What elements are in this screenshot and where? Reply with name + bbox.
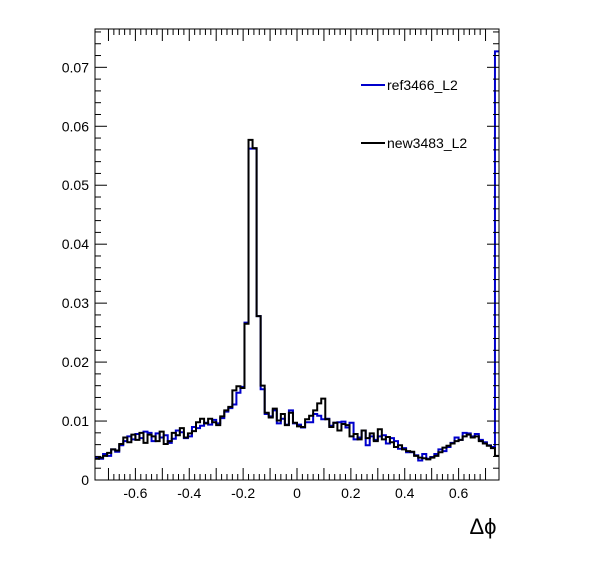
y-tick-label: 0.01	[62, 413, 89, 429]
x-tick-label: -0.2	[231, 485, 255, 501]
y-tick-label: 0.04	[62, 236, 89, 252]
x-tick-label: 0.4	[395, 485, 415, 501]
series-line-new	[95, 138, 499, 461]
y-tick-label: 0.02	[62, 354, 89, 370]
x-axis-label: Δϕ	[469, 514, 496, 539]
x-tick-label: 0	[293, 485, 301, 501]
x-tick-label: -0.6	[123, 485, 147, 501]
x-tick-label: 0.2	[341, 485, 361, 501]
x-tick-label: -0.4	[177, 485, 201, 501]
y-tick-label: 0.05	[62, 177, 89, 193]
y-tick-label: 0.06	[62, 118, 89, 134]
axes-layer: -0.6 -0.4 -0.2 0 0.2 0.4 0.6 0 0.01 0.02 0.03 0.04 0…	[62, 29, 499, 501]
y-tick-label: 0.03	[62, 295, 89, 311]
series-layer	[95, 50, 499, 462]
x-tick-label: 0.6	[449, 485, 469, 501]
legend: ref3466_L2 new3483_L2	[361, 77, 467, 151]
y-tick-label: 0	[81, 472, 89, 488]
legend-label-ref: ref3466_L2	[387, 77, 458, 93]
y-tick-label: 0.07	[62, 59, 89, 75]
legend-label-new: new3483_L2	[387, 135, 467, 151]
